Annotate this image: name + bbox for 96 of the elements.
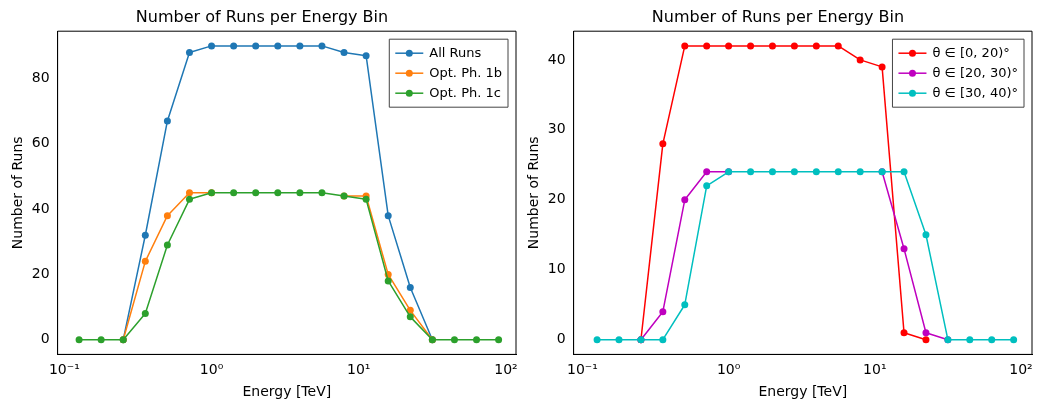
point <box>141 231 149 239</box>
point <box>141 257 149 265</box>
y-tick-label: 40 <box>31 199 50 216</box>
point <box>296 42 304 50</box>
x-tick-label: 10⁻¹ <box>48 361 80 378</box>
point <box>856 168 864 176</box>
point <box>615 336 623 344</box>
legend-label: Opt. Ph. 1c <box>429 84 501 100</box>
point <box>966 336 974 344</box>
point <box>812 168 820 176</box>
y-axis-title: Number of Runs <box>525 136 542 250</box>
point <box>725 42 733 50</box>
point <box>163 241 171 249</box>
point <box>473 336 481 344</box>
y-tick-label: 20 <box>31 265 50 282</box>
point <box>185 189 193 197</box>
y-tick-label: 0 <box>40 330 50 347</box>
point <box>834 42 842 50</box>
point <box>406 283 414 291</box>
y-tick-label: 0 <box>556 330 566 347</box>
point <box>163 117 171 125</box>
point <box>384 212 392 220</box>
point <box>790 42 798 50</box>
point <box>230 42 238 50</box>
point <box>922 329 930 337</box>
point <box>703 42 711 50</box>
point <box>900 168 908 176</box>
point <box>593 336 601 344</box>
point <box>681 42 689 50</box>
point <box>185 48 193 56</box>
point <box>406 306 414 314</box>
legend-label: All Runs <box>429 44 482 60</box>
point <box>141 310 149 318</box>
point <box>230 189 238 197</box>
point <box>163 212 171 220</box>
point <box>768 168 776 176</box>
point <box>768 42 776 50</box>
point <box>922 336 930 344</box>
x-tick-label: 10⁻¹ <box>567 361 598 378</box>
point <box>208 42 216 50</box>
y-tick-label: 10 <box>547 260 566 277</box>
point <box>900 245 908 253</box>
chart-title: Number of Runs per Energy Bin <box>651 6 905 26</box>
point <box>900 329 908 337</box>
point <box>318 189 326 197</box>
point <box>681 196 689 204</box>
point <box>384 277 392 285</box>
point <box>703 168 711 176</box>
point <box>362 52 370 60</box>
point <box>97 336 105 344</box>
legend-label: Opt. Ph. 1b <box>429 64 503 80</box>
point <box>318 42 326 50</box>
x-tick-label: 10² <box>1009 361 1033 378</box>
y-tick-label: 80 <box>31 69 50 86</box>
x-tick-label: 10¹ <box>863 361 887 378</box>
point <box>878 63 886 71</box>
point <box>659 308 667 316</box>
point <box>747 168 755 176</box>
point <box>812 42 820 50</box>
x-tick-label: 10⁰ <box>199 361 224 378</box>
x-axis-title: Energy [TeV] <box>242 383 332 400</box>
y-tick-label: 40 <box>547 50 566 67</box>
point <box>252 189 260 197</box>
point <box>659 140 667 148</box>
legend-label: θ ∈ [20, 30)° <box>932 64 1019 80</box>
x-tick-label: 10² <box>494 361 518 378</box>
y-tick-label: 60 <box>31 134 50 151</box>
point <box>296 189 304 197</box>
point <box>274 189 282 197</box>
point <box>790 168 798 176</box>
point <box>747 42 755 50</box>
x-axis-title: Energy [TeV] <box>758 383 848 400</box>
y-tick-label: 20 <box>547 190 566 207</box>
point <box>450 336 458 344</box>
point <box>75 336 83 344</box>
y-tick-label: 30 <box>547 120 566 137</box>
point <box>659 336 667 344</box>
point <box>681 301 689 309</box>
point <box>406 313 414 321</box>
point <box>185 195 193 203</box>
chart-title: Number of Runs per Energy Bin <box>135 6 389 26</box>
point <box>922 231 930 239</box>
x-tick-label: 10⁰ <box>716 361 741 378</box>
point <box>495 336 503 344</box>
y-axis-title: Number of Runs <box>9 136 26 250</box>
point <box>856 56 864 64</box>
x-tick-label: 10¹ <box>347 361 371 378</box>
point <box>988 336 996 344</box>
legend-label: θ ∈ [30, 40)° <box>932 84 1019 100</box>
point <box>252 42 260 50</box>
legend-label: θ ∈ [0, 20)° <box>932 44 1010 60</box>
point <box>834 168 842 176</box>
point <box>1010 336 1018 344</box>
point <box>274 42 282 50</box>
point <box>340 48 348 56</box>
point <box>703 182 711 190</box>
